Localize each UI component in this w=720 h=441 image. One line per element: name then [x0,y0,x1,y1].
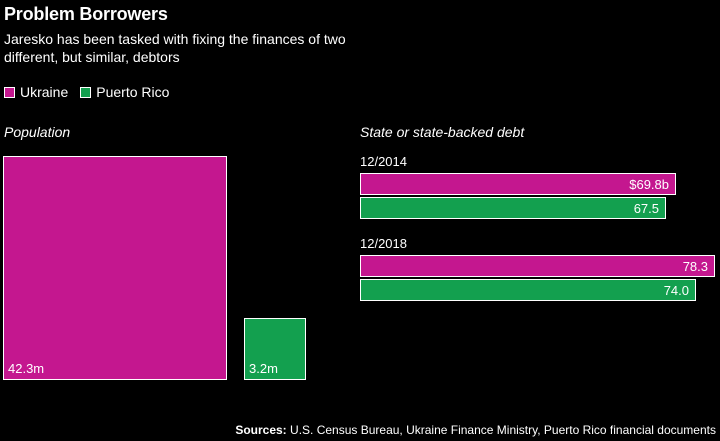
debt-bar-2014-ukraine: $69.8b [360,173,676,195]
sources-note: Sources: U.S. Census Bureau, Ukraine Fin… [235,423,716,437]
debt-bar-2018-ukraine: 78.3 [360,255,715,277]
period-label-2018: 12/2018 [360,236,407,251]
debt-bar-label-2018-puerto-rico: 74.0 [663,283,689,298]
chart-subtitle: Jaresko has been tasked with fixing the … [4,31,346,65]
legend: Ukraine Puerto Rico [4,84,181,100]
debt-bar-2014-puerto-rico: 67.5 [360,197,666,219]
legend-label-puerto-rico: Puerto Rico [96,84,170,100]
period-label-2014: 12/2014 [360,154,407,169]
sources-label: Sources: [235,423,287,437]
population-square-ukraine: 42.3m [3,156,227,380]
population-square-puerto-rico: 3.2m [244,318,306,380]
sources-text: U.S. Census Bureau, Ukraine Finance Mini… [286,423,716,437]
legend-swatch-ukraine [4,86,15,98]
legend-label-ukraine: Ukraine [20,84,69,100]
debt-bar-label-2014-ukraine: $69.8b [629,177,669,192]
debt-bar-2018-puerto-rico: 74.0 [360,279,696,301]
debt-section-label: State or state-backed debt [360,124,525,140]
chart-title: Problem Borrowers [4,4,168,24]
legend-item-puerto-rico: Puerto Rico [80,84,169,100]
population-label-ukraine: 42.3m [8,361,45,376]
debt-bar-label-2018-ukraine: 78.3 [682,259,708,274]
population-label-puerto-rico: 3.2m [249,361,278,376]
population-section-label: Population [4,124,71,140]
legend-item-ukraine: Ukraine [4,84,68,100]
legend-swatch-puerto-rico [80,86,92,98]
debt-bar-label-2014-puerto-rico: 67.5 [633,201,659,216]
